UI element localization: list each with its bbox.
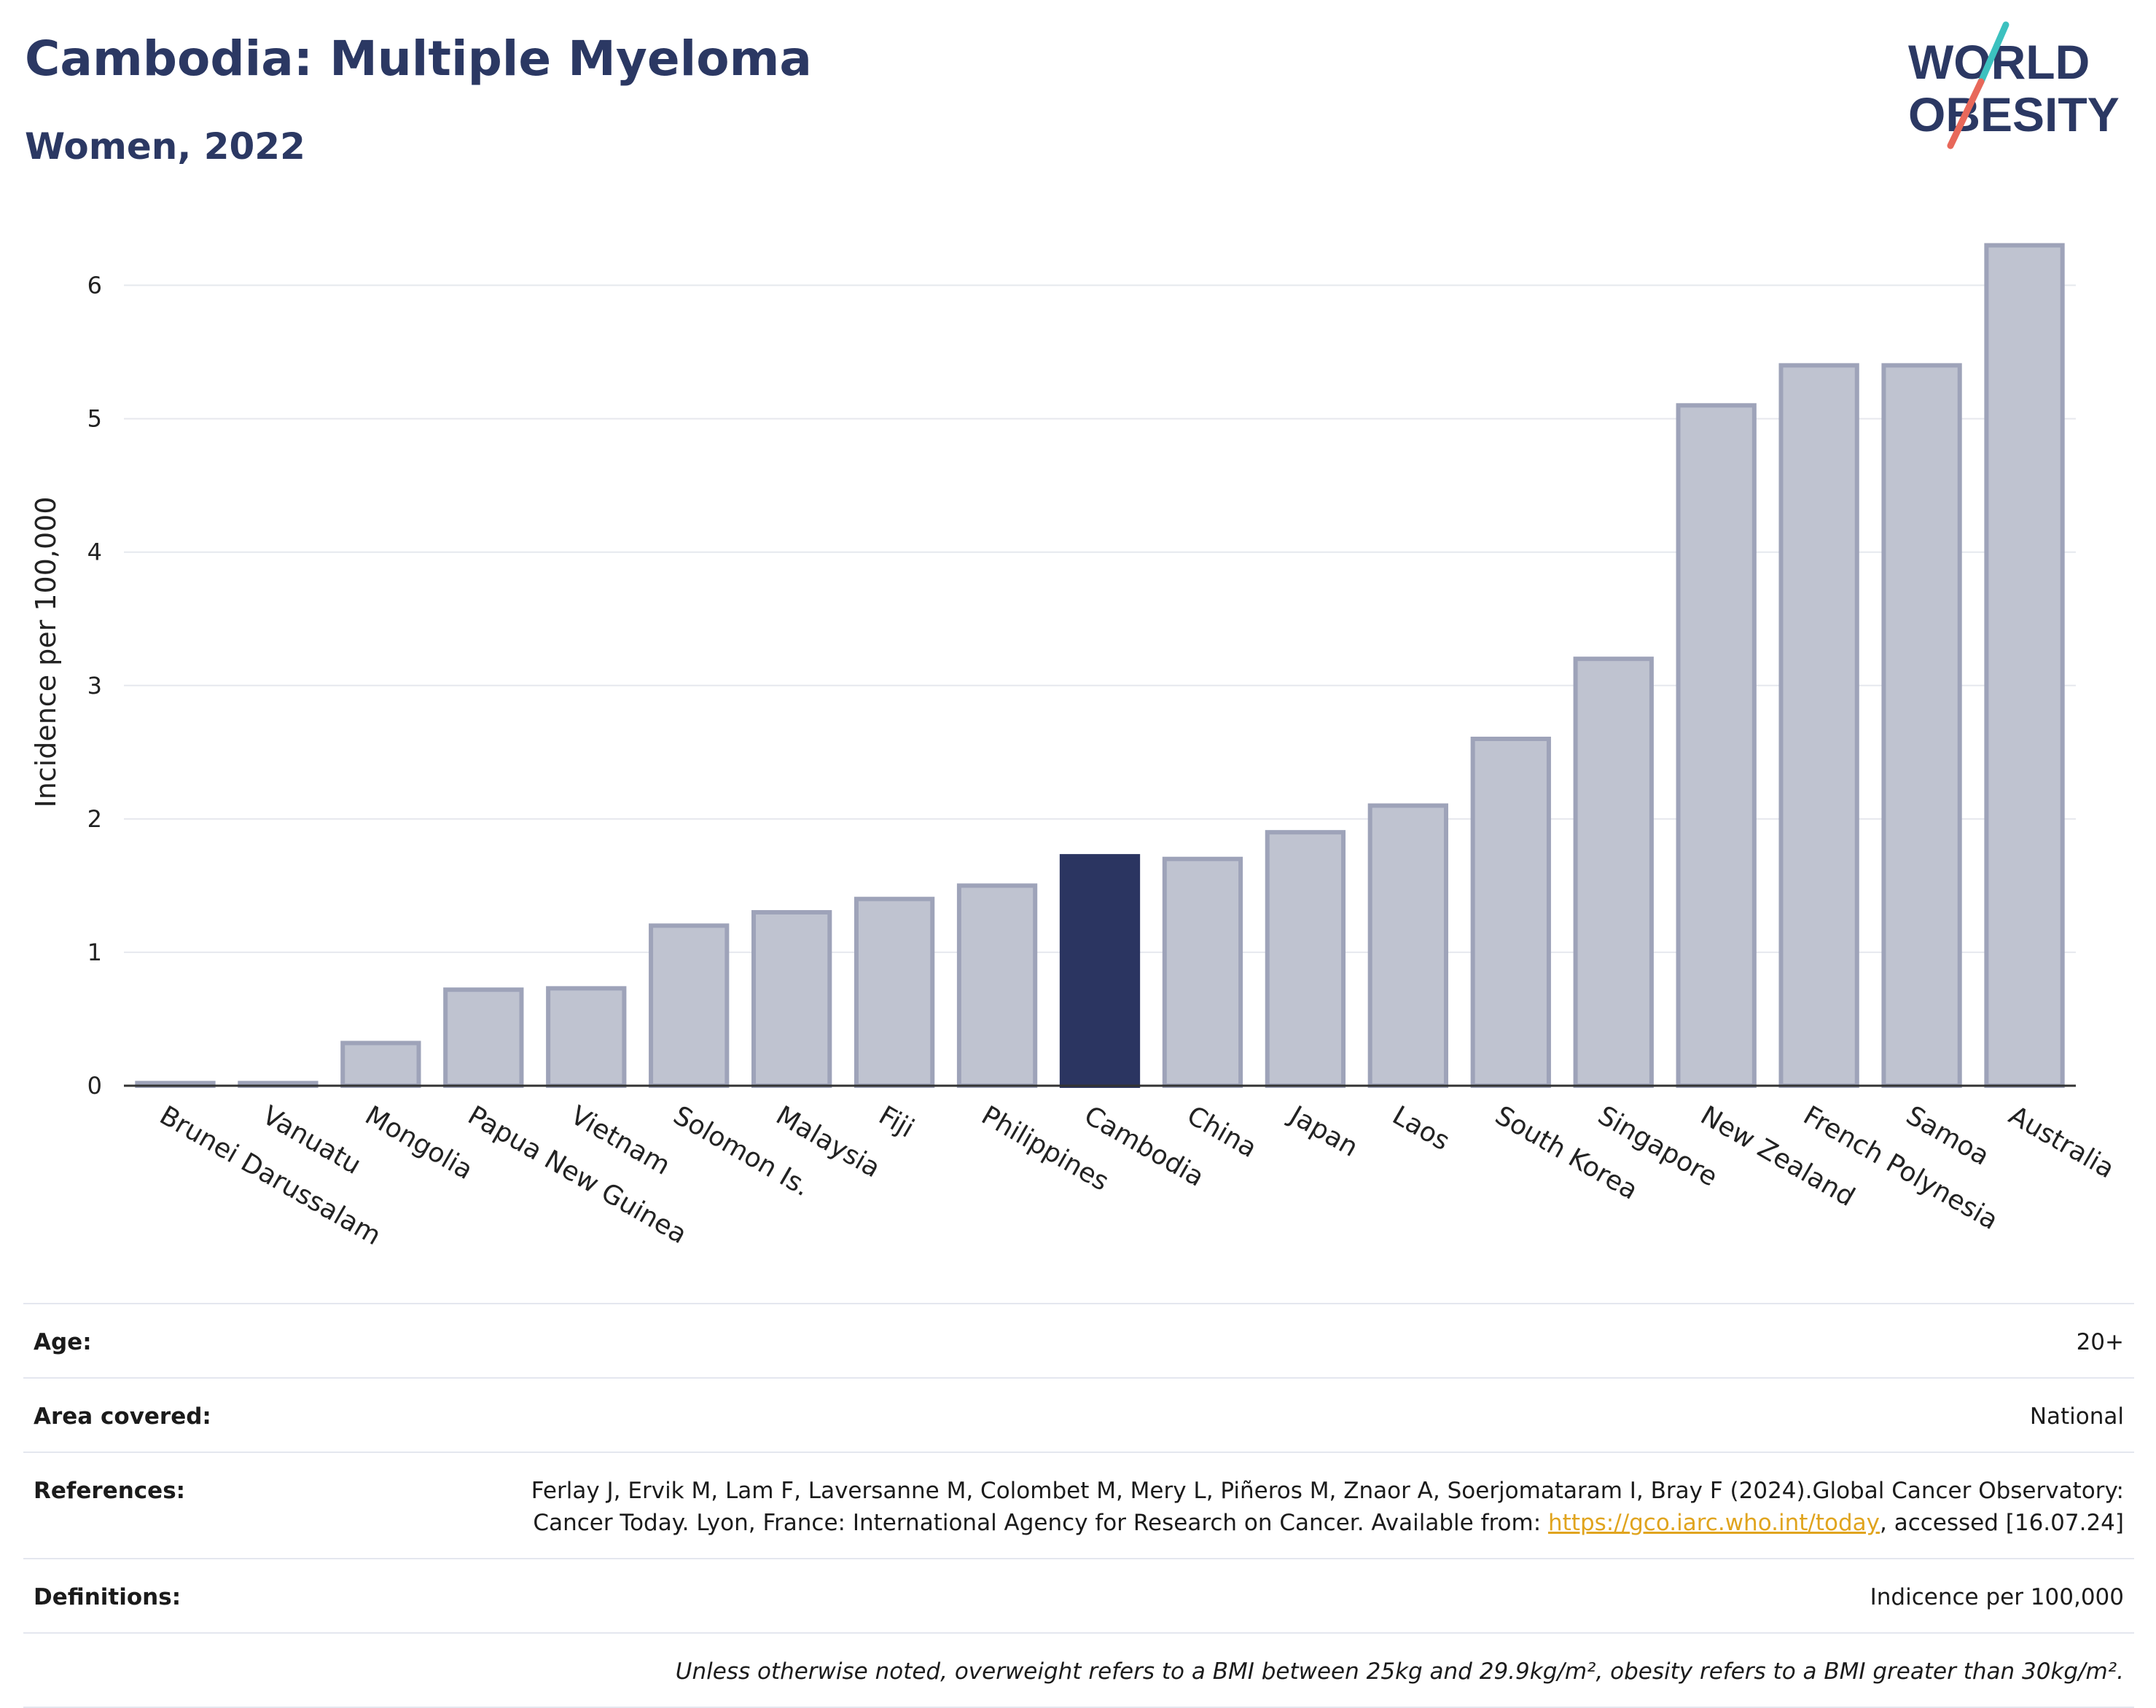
x-tick-label: China [1181,1100,1262,1164]
y-tick-label: 6 [87,272,102,299]
bar-china [1162,856,1243,1089]
y-tick-label: 1 [87,939,102,966]
age-label: Age: [34,1329,92,1355]
y-axis-label: Incidence per 100,000 [30,496,62,807]
references-value: Ferlay J, Ervik M, Lam F, Laversanne M, … [520,1475,2124,1539]
metadata-table: Age: 20+ Area covered: National Referenc… [23,1303,2134,1708]
bar-cambodia [1059,854,1141,1088]
y-tick-label: 3 [87,672,102,700]
y-tick-label: 2 [87,805,102,833]
logo-slash-coral [1947,78,1985,149]
bmi-note: Unless otherwise noted, overweight refer… [675,1658,2124,1685]
bar-samoa [1881,363,1962,1088]
bar-french-polynesia [1778,363,1859,1088]
bar-new-zealand [1676,403,1757,1088]
bar-japan [1265,830,1346,1088]
bar-singapore [1573,657,1654,1088]
bar-chart: 0 1 2 3 4 5 6 Brunei DarussalamVanuatuMongolia… [30,243,2119,1251]
age-value: 20+ [2076,1329,2124,1355]
meta-row-note: Unless otherwise noted, overweight refer… [23,1632,2134,1708]
area-label: Area covered: [34,1403,211,1430]
bar-solomon-is [649,923,730,1089]
y-tick-label: 4 [87,538,102,566]
bar-philippines [956,883,1038,1089]
logo-slash-teal [1977,21,2009,85]
bar-malaysia [751,910,832,1088]
x-tick-label: Mongolia [360,1100,478,1186]
bar-australia [1984,243,2065,1089]
bar-mongolia [340,1041,421,1089]
y-tick-label: 5 [87,405,102,433]
meta-row-area: Area covered: National [23,1377,2134,1452]
references-link[interactable]: https://gco.iarc.who.int/today [1548,1510,1880,1536]
references-text-2: , accessed [16.07.24] [1879,1510,2124,1536]
y-tick-labels: 0 1 2 3 4 5 6 [87,272,102,1100]
bars [135,243,2065,1089]
bar-south-korea [1470,737,1551,1088]
x-tick-label: Australia [2004,1100,2119,1184]
chart-title: Cambodia: Multiple Myeloma [25,31,812,87]
definitions-value: Indicence per 100,000 [1870,1584,2124,1610]
references-label: References: [34,1478,186,1504]
bar-vietnam [546,986,627,1089]
meta-row-age: Age: 20+ [23,1303,2134,1377]
y-tick-label: 0 [87,1072,102,1100]
definitions-label: Definitions: [34,1584,181,1610]
world-obesity-logo: WORLD OBESITY [1908,21,2120,149]
area-value: National [2029,1403,2124,1430]
x-tick-label: Laos [1387,1100,1454,1156]
bar-fiji [854,896,935,1088]
x-tick-label: Japan [1284,1100,1363,1163]
chart-subtitle: Women, 2022 [25,125,305,168]
bar-papua-new-guinea [443,987,524,1088]
bar-laos [1367,803,1448,1088]
x-tick-label: Fiji [874,1100,919,1144]
meta-row-references: References: Ferlay J, Ervik M, Lam F, La… [23,1452,2134,1558]
meta-row-definitions: Definitions: Indicence per 100,000 [23,1558,2134,1632]
logo-line2: OBESITY [1908,87,2120,141]
references-text-1: Ferlay J, Ervik M, Lam F, Laversanne M, … [531,1478,2124,1536]
